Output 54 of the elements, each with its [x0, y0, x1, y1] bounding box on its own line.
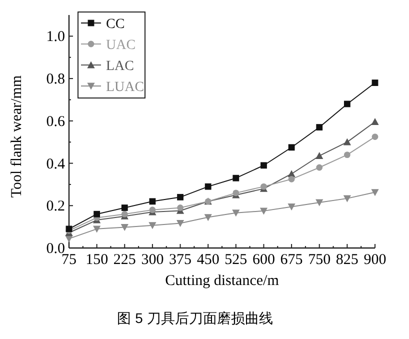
point [232, 174, 240, 182]
point [260, 208, 268, 215]
x-tick-label: 150 [86, 252, 108, 268]
point [121, 204, 128, 211]
point [260, 162, 267, 169]
legend-label: CC [106, 17, 125, 32]
x-tick-label: 900 [364, 252, 386, 268]
point [316, 152, 324, 160]
y-tick-label: 0.2 [46, 198, 65, 215]
point [94, 210, 100, 218]
point [343, 138, 351, 146]
point [288, 144, 295, 151]
x-tick-label: 825 [336, 252, 358, 268]
legend-label: UAC [106, 38, 136, 53]
caption: 图 5 刀具后刀面磨损曲线 [117, 310, 273, 326]
point [371, 118, 379, 125]
x-tick-label: 375 [169, 252, 192, 268]
y-axis-title: Tool flank wear/mm [9, 75, 25, 198]
point [177, 194, 184, 200]
legend-label: LAC [106, 59, 134, 74]
point [204, 214, 212, 222]
x-tick-label: 525 [224, 252, 248, 268]
x-axis-title: Cutting distance/m [165, 273, 280, 289]
point [316, 164, 323, 171]
x-tick-label: 75 [62, 252, 76, 268]
x-tick-label: 225 [113, 252, 136, 268]
point [149, 198, 156, 205]
y-tick-label: 0.4 [46, 156, 66, 172]
y-tick-label: 0.6 [46, 114, 66, 130]
point [344, 152, 350, 158]
point [232, 210, 240, 217]
point [343, 195, 351, 202]
x-tick-label: 675 [280, 252, 303, 268]
point [372, 134, 378, 140]
point [120, 224, 128, 232]
x-tick-label: 750 [308, 252, 331, 268]
point [148, 222, 156, 230]
point [176, 220, 184, 228]
y-tick-label: 1.0 [46, 29, 65, 46]
point [288, 203, 296, 210]
point [316, 199, 324, 206]
point [371, 189, 379, 196]
point [344, 100, 350, 108]
legend-label: LUAC [106, 80, 144, 95]
point [204, 183, 212, 190]
y-tick-label: 0.8 [46, 72, 65, 88]
point [372, 80, 378, 86]
point [288, 176, 295, 182]
x-tick-label: 300 [141, 252, 164, 268]
x-tick-label: 600 [252, 252, 275, 268]
point [316, 124, 323, 130]
point [93, 226, 101, 233]
point [177, 204, 184, 211]
x-tick-label: 450 [196, 252, 220, 268]
